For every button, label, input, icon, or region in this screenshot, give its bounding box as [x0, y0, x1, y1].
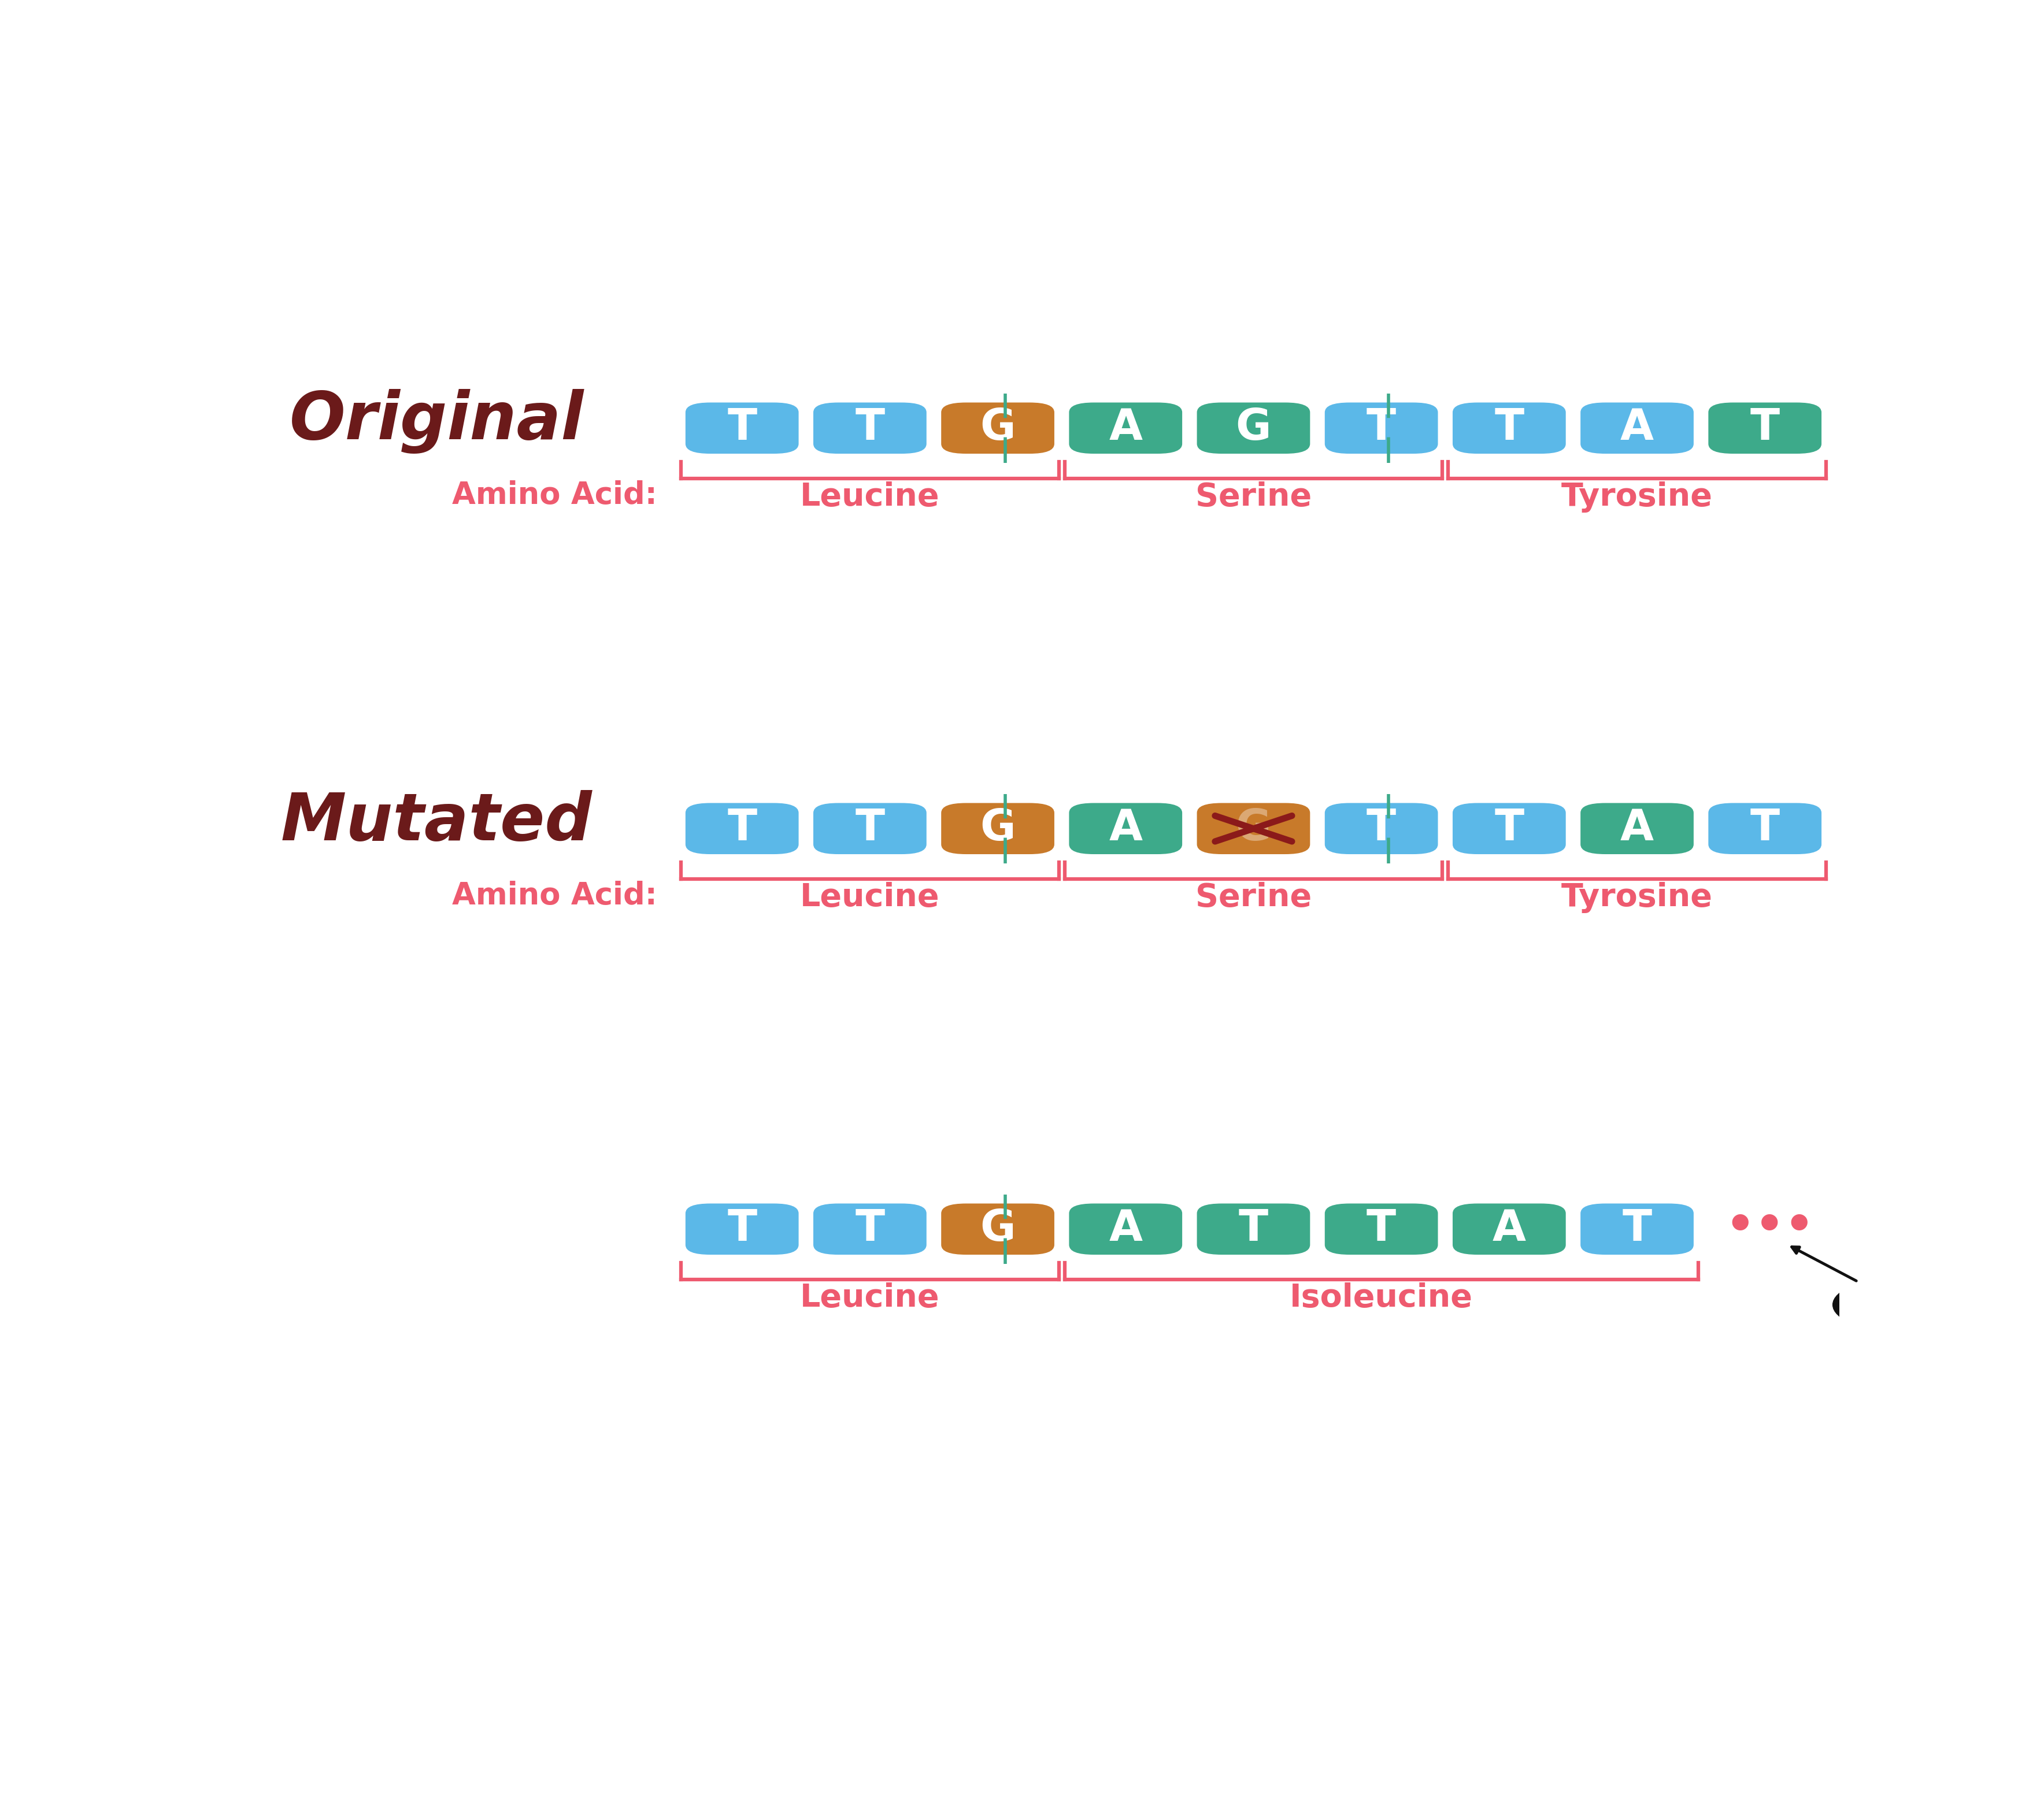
- Text: A: A: [1492, 1208, 1527, 1250]
- Text: G: G: [1237, 406, 1271, 450]
- Text: T: T: [1494, 807, 1525, 849]
- Text: A: A: [1621, 406, 1654, 450]
- FancyBboxPatch shape: [1580, 403, 1694, 453]
- Text: T: T: [728, 807, 756, 849]
- Text: Tyrosine: Tyrosine: [1562, 482, 1713, 513]
- Text: 1.: 1.: [1891, 1295, 1919, 1318]
- FancyBboxPatch shape: [1069, 403, 1181, 453]
- Text: Isoleucine: Isoleucine: [1290, 1282, 1474, 1315]
- FancyBboxPatch shape: [685, 804, 799, 854]
- Text: T: T: [1367, 807, 1396, 849]
- Text: Leucine: Leucine: [799, 881, 940, 914]
- Text: A: A: [1108, 807, 1143, 849]
- Text: T: T: [854, 807, 885, 849]
- FancyBboxPatch shape: [1453, 1203, 1566, 1255]
- Circle shape: [1833, 1279, 1968, 1331]
- Text: T: T: [1750, 406, 1780, 450]
- FancyBboxPatch shape: [814, 403, 926, 453]
- FancyBboxPatch shape: [685, 1203, 799, 1255]
- FancyBboxPatch shape: [814, 1203, 926, 1255]
- Text: Amino Acid:: Amino Acid:: [452, 881, 658, 910]
- Text: T: T: [1623, 1208, 1652, 1250]
- Text: G: G: [979, 406, 1016, 450]
- Text: Serine: Serine: [1196, 881, 1312, 914]
- Text: A: A: [1108, 1208, 1143, 1250]
- Text: Original: Original: [290, 388, 585, 453]
- FancyBboxPatch shape: [1580, 804, 1694, 854]
- Text: T: T: [728, 1208, 756, 1250]
- Text: T: T: [1367, 1208, 1396, 1250]
- Text: T: T: [1494, 406, 1525, 450]
- FancyBboxPatch shape: [940, 804, 1055, 854]
- Text: T: T: [1239, 1208, 1267, 1250]
- Text: Amino Acid:: Amino Acid:: [452, 480, 658, 509]
- FancyBboxPatch shape: [1709, 804, 1821, 854]
- Text: Tyrosine: Tyrosine: [1562, 881, 1713, 914]
- FancyBboxPatch shape: [1069, 1203, 1181, 1255]
- FancyBboxPatch shape: [940, 1203, 1055, 1255]
- FancyBboxPatch shape: [1325, 403, 1437, 453]
- FancyBboxPatch shape: [1325, 804, 1437, 854]
- Text: •••: •••: [1725, 1205, 1815, 1250]
- Text: A: A: [1621, 807, 1654, 849]
- FancyBboxPatch shape: [1325, 1203, 1437, 1255]
- Text: G: G: [979, 1208, 1016, 1250]
- FancyBboxPatch shape: [685, 403, 799, 453]
- FancyBboxPatch shape: [1198, 1203, 1310, 1255]
- Text: T: T: [854, 1208, 885, 1250]
- FancyBboxPatch shape: [1198, 403, 1310, 453]
- Text: G: G: [979, 807, 1016, 849]
- Text: T: T: [728, 406, 756, 450]
- FancyBboxPatch shape: [1198, 804, 1310, 854]
- Text: Serine: Serine: [1196, 482, 1312, 513]
- Text: Leucine: Leucine: [799, 1282, 940, 1315]
- Text: Leucine: Leucine: [799, 482, 940, 513]
- FancyBboxPatch shape: [1453, 804, 1566, 854]
- FancyBboxPatch shape: [814, 804, 926, 854]
- FancyBboxPatch shape: [1453, 403, 1566, 453]
- Text: Mutated: Mutated: [280, 789, 593, 854]
- Text: T: T: [1750, 807, 1780, 849]
- Text: T: T: [1367, 406, 1396, 450]
- Text: A: A: [1108, 406, 1143, 450]
- FancyBboxPatch shape: [1580, 1203, 1694, 1255]
- FancyBboxPatch shape: [940, 403, 1055, 453]
- Text: G: G: [1237, 807, 1271, 849]
- FancyBboxPatch shape: [1709, 403, 1821, 453]
- FancyBboxPatch shape: [1069, 804, 1181, 854]
- Text: T: T: [854, 406, 885, 450]
